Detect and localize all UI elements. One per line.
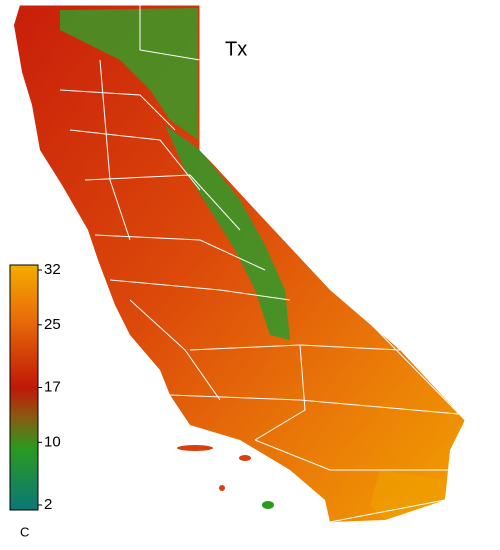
county-lines [20,4,471,523]
high-terrain-north [60,8,198,140]
channel-islands [177,445,274,509]
colorbar [9,264,39,511]
tick-label: 2 [44,496,52,513]
desert [370,470,445,520]
colorbar-unit: C [20,524,29,539]
tick-label: 25 [44,316,61,333]
tick-label: 17 [44,378,61,395]
california [14,4,471,523]
sierra-nevada [165,125,290,340]
map-title: Tx [225,38,247,60]
state-outline [14,5,465,522]
tick-label: 32 [44,261,61,278]
tick-label: 10 [44,433,61,450]
